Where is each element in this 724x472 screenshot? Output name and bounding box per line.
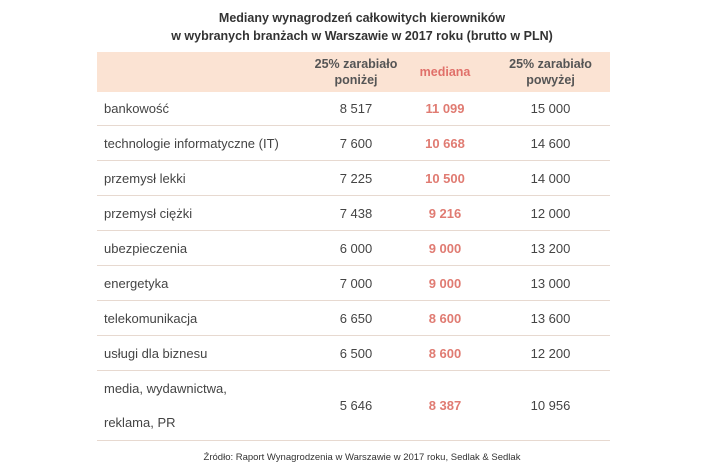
table-row: technologie informatyczne (IT) 7 600 10 66…	[97, 126, 610, 161]
value-median: 11 099	[425, 101, 465, 116]
row-label: przemysł ciężki	[104, 205, 193, 221]
row-label-line: media, wydawnictwa,	[104, 380, 227, 396]
row-label: przemysł lekki	[104, 170, 186, 186]
value-p25: 8 517	[339, 101, 373, 116]
value-p75: 13 200	[530, 240, 571, 256]
value-p75: 13 000	[530, 275, 571, 291]
table-row: usługi dla biznesu 6 500 8 600 12 200	[97, 336, 610, 371]
value-median: 9 000	[428, 240, 462, 256]
header-p25-line-2: poniżej	[334, 73, 378, 87]
value-p75: 12 000	[530, 205, 571, 221]
table-row: przemysł ciężki 7 438 9 216 12 000	[97, 196, 610, 231]
header-p75-line-2: powyżej	[526, 73, 575, 87]
chart-title-line-1: Mediany wynagrodzeń całkowitych kierowni…	[218, 11, 506, 25]
value-p75: 14 600	[530, 135, 571, 151]
row-label: ubezpieczenia	[104, 240, 188, 256]
value-median: 10 500	[425, 170, 465, 186]
value-median: 9 000	[428, 275, 462, 291]
row-label: bankowość	[104, 101, 170, 116]
value-p25: 7 000	[339, 275, 373, 291]
header-p25-line-1: 25% zarabiało	[314, 57, 398, 71]
row-label: telekomunikacja	[104, 310, 198, 326]
value-median: 8 600	[428, 310, 462, 326]
value-p75: 13 600	[530, 310, 571, 326]
value-p25: 7 600	[339, 135, 373, 151]
value-median: 8 387	[428, 398, 462, 413]
table-row: przemysł lekki 7 225 10 500 14 000	[97, 161, 610, 196]
value-p75: 15 000	[530, 101, 571, 116]
value-p25: 6 500	[339, 345, 373, 361]
value-p75: 12 200	[530, 345, 571, 361]
table-row: telekomunikacja 6 650 8 600 13 600	[97, 301, 610, 336]
row-label: energetyka	[104, 275, 169, 291]
value-median: 9 216	[428, 205, 462, 221]
header-p75-line-1: 25% zarabiało	[509, 57, 592, 71]
table-header: 25% zarabiało poniżej mediana 25% zarabi…	[97, 52, 610, 92]
header-median: mediana	[419, 65, 471, 79]
header-p25: 25% zarabiało poniżej	[313, 56, 399, 88]
value-p75: 14 000	[530, 170, 571, 186]
salary-table: 25% zarabiało poniżej mediana 25% zarabi…	[97, 52, 610, 441]
source-note: Źródło: Raport Wynagrodzenia w Warszawie…	[203, 452, 521, 463]
value-p75: 10 956	[530, 398, 571, 413]
table-row: bankowość 8 517 11 099 15 000	[97, 92, 610, 126]
chart-title: Mediany wynagrodzeń całkowitych kierowni…	[0, 9, 724, 45]
table-body: bankowość 8 517 11 099 15 000 technologie in…	[97, 92, 610, 441]
value-p25: 6 650	[339, 310, 373, 326]
table-row: energetyka 7 000 9 000 13 000	[97, 266, 610, 301]
header-p75: 25% zarabiało powyżej	[491, 56, 610, 88]
table-row: media, wydawnictwa, reklama, PR 5 646 8 387…	[97, 371, 610, 441]
value-p25: 6 000	[339, 240, 373, 256]
row-label-line: reklama, PR	[104, 414, 176, 430]
chart-title-line-2: w wybranych branżach w Warszawie w 2017 …	[171, 29, 553, 43]
value-median: 10 668	[425, 135, 465, 151]
value-median: 8 600	[428, 345, 462, 361]
row-label: media, wydawnictwa, reklama, PR	[97, 372, 313, 440]
value-p25: 5 646	[339, 398, 373, 413]
row-label: usługi dla biznesu	[104, 345, 208, 361]
row-label: technologie informatyczne (IT)	[104, 135, 279, 151]
table-row: ubezpieczenia 6 000 9 000 13 200	[97, 231, 610, 266]
value-p25: 7 438	[339, 205, 373, 221]
value-p25: 7 225	[339, 170, 373, 186]
